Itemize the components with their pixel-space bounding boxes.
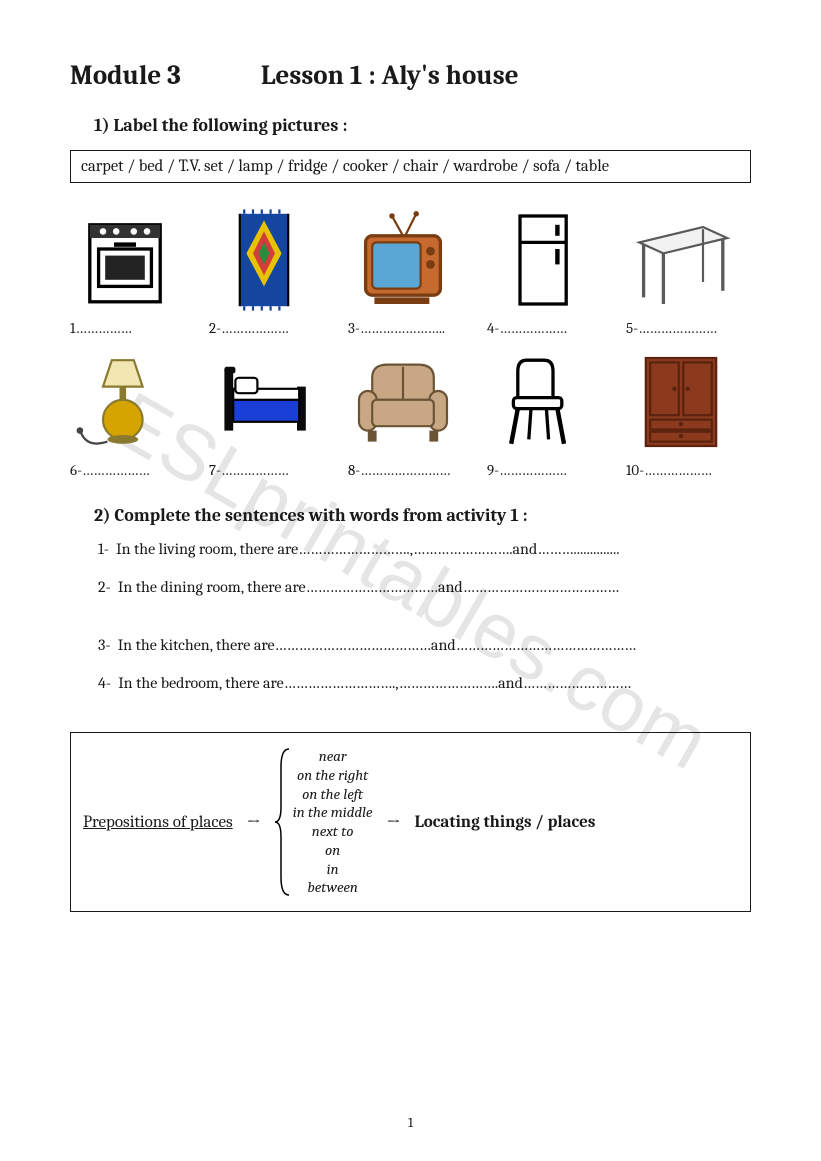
picture-cell: 10-……………… — [626, 347, 751, 479]
carpet-icon — [209, 205, 319, 315]
chair-icon — [487, 347, 597, 457]
page-number: 1 — [408, 1114, 413, 1131]
brace-icon — [275, 747, 291, 897]
sentence-row: 2- In the dining room, there are……………………… — [98, 578, 751, 596]
prep-item: on the left — [302, 785, 363, 804]
fridge-icon — [487, 205, 597, 315]
prep-item: in the middle — [293, 803, 373, 822]
arrow-icon: → — [247, 812, 261, 833]
picture-cell: 4-……………… — [487, 205, 612, 337]
prep-item: on — [325, 841, 340, 860]
sentence-row: 4- In the bedroom, there are……………………….,…… — [98, 674, 751, 692]
lamp-icon — [70, 347, 180, 457]
prepositions-result: Locating things / places — [415, 813, 596, 832]
picture-cell: 9-……………… — [487, 347, 612, 479]
prep-item: between — [307, 878, 358, 897]
activity1-title: 1) Label the following pictures : — [94, 115, 751, 136]
bed-icon — [209, 347, 319, 457]
picture-cell: 2-……………… — [209, 205, 334, 337]
picture-label: 3-………………….. — [348, 319, 445, 337]
wardrobe-icon — [626, 347, 736, 457]
picture-label: 7-……………… — [209, 461, 289, 479]
picture-cell: 7-……………… — [209, 347, 334, 479]
picture-grid: 1…………… 2-……………… — [70, 205, 751, 479]
picture-label: 10-……………… — [626, 461, 712, 479]
prep-item: on the right — [297, 766, 368, 785]
prepositions-label: Prepositions of places — [83, 813, 233, 832]
prep-item: next to — [312, 822, 354, 841]
picture-label: 4-……………… — [487, 319, 567, 337]
picture-label: 2-……………… — [209, 319, 289, 337]
prep-item: in — [327, 860, 339, 879]
picture-cell: 5-………………… — [626, 205, 751, 337]
sentence-row: 1- In the living room, there are……………………… — [98, 540, 751, 558]
arrow-icon: → — [386, 812, 400, 833]
picture-cell: 6-……………… — [70, 347, 195, 479]
page-header: Module 3 Lesson 1 : Aly's house — [70, 60, 751, 91]
wordbox: carpet / bed / T.V. set / lamp / fridge … — [70, 150, 751, 183]
picture-label: 9-……………… — [487, 461, 567, 479]
picture-label: 5-………………… — [626, 319, 717, 337]
activity2-title: 2) Complete the sentences with words fro… — [94, 505, 751, 526]
picture-label: 6-……………… — [70, 461, 150, 479]
tv-icon — [348, 205, 458, 315]
table-icon — [626, 205, 736, 315]
cooker-icon — [70, 205, 180, 315]
prep-item: near — [319, 747, 347, 766]
prepositions-box: Prepositions of places → near on the rig… — [70, 732, 751, 912]
module-title: Module 3 — [70, 60, 181, 91]
picture-cell: 1…………… — [70, 205, 195, 337]
lesson-title: Lesson 1 : Aly's house — [261, 60, 519, 91]
sentence-list: 1- In the living room, there are……………………… — [98, 540, 751, 692]
sofa-icon — [348, 347, 458, 457]
picture-cell: 3-………………….. — [348, 205, 473, 337]
picture-label: 8-…………………… — [348, 461, 450, 479]
picture-label: 1…………… — [70, 319, 132, 337]
sentence-row: 3- In the kitchen, there are………………………………… — [98, 636, 751, 654]
prepositions-list: near on the right on the left in the mid… — [275, 747, 373, 897]
picture-cell: 8-…………………… — [348, 347, 473, 479]
